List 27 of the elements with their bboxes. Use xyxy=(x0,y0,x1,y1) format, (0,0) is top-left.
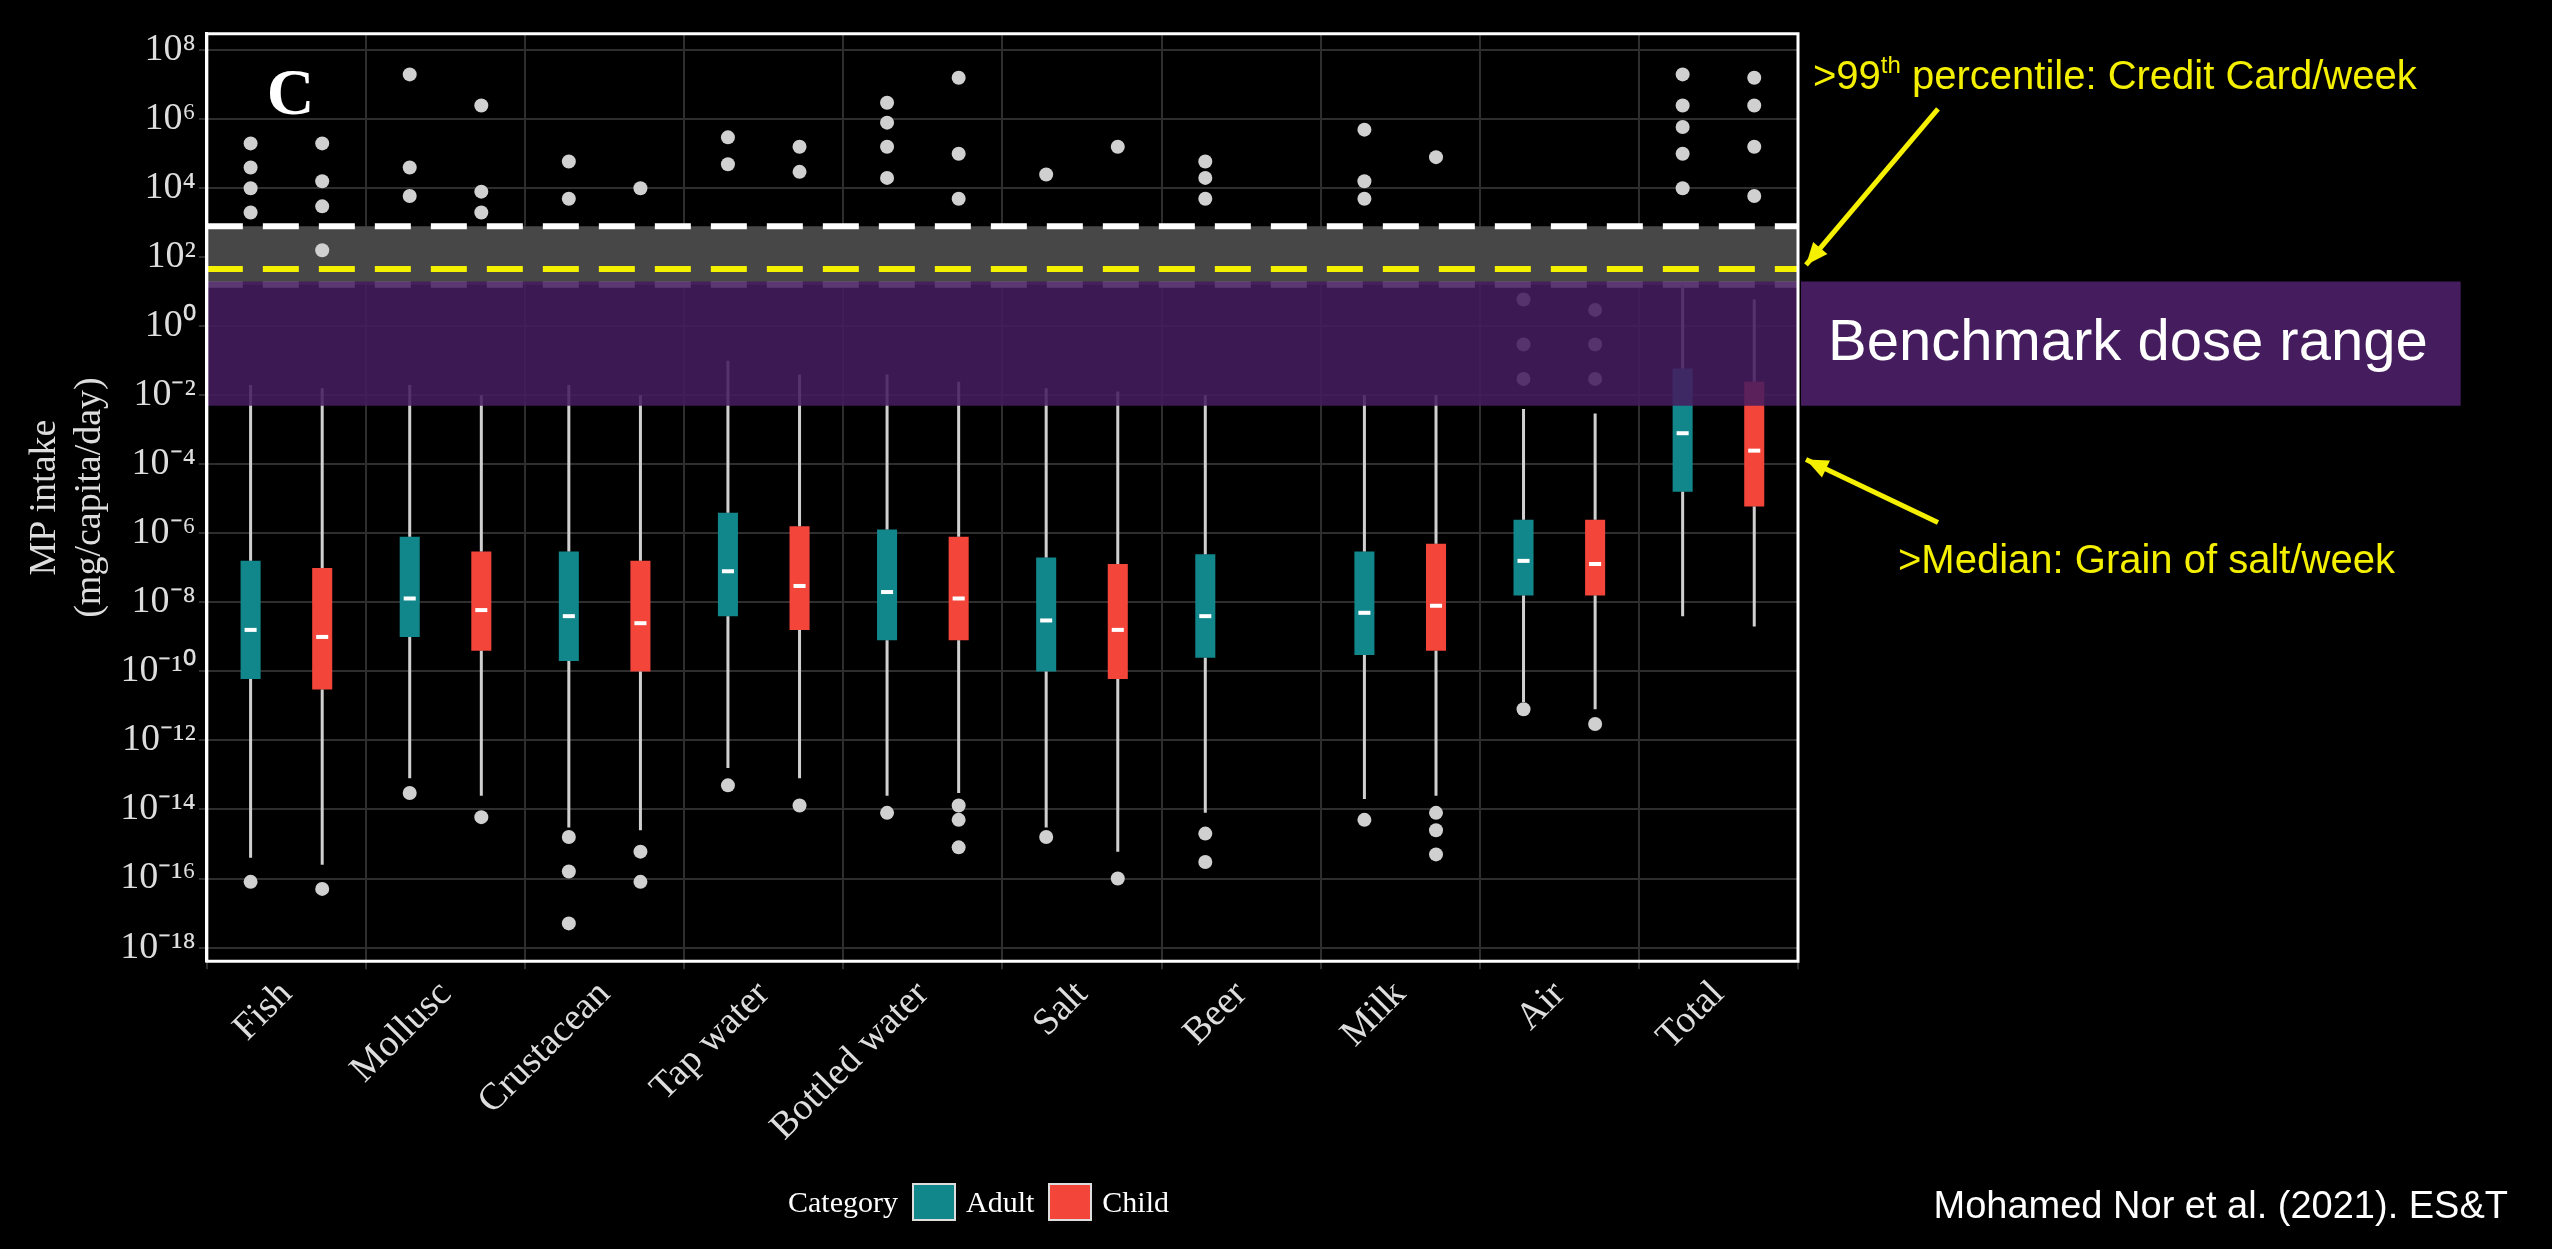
band-label: Benchmark dose range xyxy=(1828,306,2428,372)
x-tick-label: Salt xyxy=(1023,971,1095,1043)
annotation: C xyxy=(266,54,315,128)
x-tick-label: Beer xyxy=(1173,971,1255,1052)
y-tick-label: 10⁻¹² xyxy=(122,716,196,759)
legend-title: Category xyxy=(788,1185,898,1219)
y-tick-label: 10⁻⁶ xyxy=(131,509,196,552)
y-tick-label: 10⁻¹⁰ xyxy=(120,647,196,690)
y-tick-label: 10⁰ xyxy=(144,302,196,345)
x-tick-label: Air xyxy=(1506,971,1573,1037)
y-tick-label: 10⁻⁴ xyxy=(131,440,196,483)
y-tick-label: 10⁻¹⁸ xyxy=(120,923,196,966)
text: Mohamed Nor et al. (2021). ES&T xyxy=(1933,1184,2509,1226)
x-tick-label: Milk xyxy=(1330,971,1413,1054)
y-tick-label: 10⁻² xyxy=(133,371,196,414)
y-tick-label: 10⁻⁸ xyxy=(131,578,196,621)
y-tick-label: 10⁴ xyxy=(144,164,196,207)
x-tick-label: Fish xyxy=(223,971,300,1048)
y-tick-label: 10⁸ xyxy=(144,26,196,69)
y-tick-label: 10⁻¹⁶ xyxy=(120,854,196,897)
y-tick-label: 10² xyxy=(146,233,196,276)
y-axis-title: MP intake (mg/capita/day) xyxy=(20,377,110,618)
text: >Median: Grain of salt/week xyxy=(1898,536,2396,581)
legend-label: Child xyxy=(1102,1185,1169,1219)
y-tick-label: 10⁶ xyxy=(144,95,196,138)
y-tick-label: 10⁻¹⁴ xyxy=(120,785,196,828)
legend-label: Adult xyxy=(965,1185,1035,1219)
